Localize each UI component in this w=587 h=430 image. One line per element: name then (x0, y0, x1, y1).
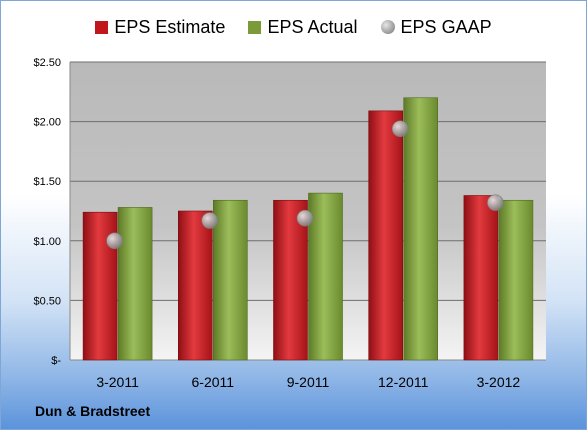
x-tick-label: 9-2011 (287, 374, 330, 390)
y-tick-label: $1.50 (33, 176, 61, 188)
bar-eps-actual (498, 199, 534, 361)
marker-eps-gaap (106, 232, 123, 250)
marker-eps-gaap (391, 120, 409, 138)
legend-item-estimate: EPS Estimate (95, 17, 225, 38)
marker-eps-gaap (487, 194, 504, 211)
legend-swatch-estimate (95, 21, 109, 34)
marker-eps-gaap (201, 212, 219, 229)
x-tick-label: 3-2011 (96, 374, 139, 390)
company-name: Dun & Bradstreet (35, 403, 151, 419)
legend-label-gaap: EPS GAAP (400, 17, 492, 37)
bar-eps-actual (213, 199, 248, 361)
y-tick-label: $0.50 (33, 295, 61, 307)
legend-item-actual: EPS Actual (248, 17, 358, 38)
bar-eps-estimate (463, 195, 499, 361)
y-tick-label: $2.50 (33, 57, 61, 69)
bar-eps-actual (308, 192, 343, 361)
y-tick-label: $- (51, 355, 61, 367)
y-tick-label: $2.00 (33, 117, 61, 129)
legend: EPS Estimate EPS Actual EPS GAAP (1, 17, 586, 38)
bar-eps-estimate (368, 110, 404, 361)
legend-marker-gaap (380, 20, 395, 34)
marker-eps-gaap (296, 209, 314, 227)
x-tick-label: 12-2011 (378, 374, 429, 390)
x-tick-label: 3-2012 (477, 374, 521, 390)
legend-swatch-actual (248, 21, 262, 34)
bar-eps-actual (403, 97, 439, 361)
legend-item-gaap: EPS GAAP (380, 17, 492, 38)
y-tick-label: $1.00 (33, 236, 61, 248)
bar-eps-estimate (178, 210, 213, 361)
legend-label-actual: EPS Actual (267, 17, 358, 37)
bar-eps-actual (117, 207, 153, 361)
legend-label-estimate: EPS Estimate (114, 17, 226, 37)
x-tick-label: 6-2011 (192, 374, 235, 390)
bar-eps-estimate (273, 199, 308, 361)
bar-eps-estimate (82, 211, 118, 361)
